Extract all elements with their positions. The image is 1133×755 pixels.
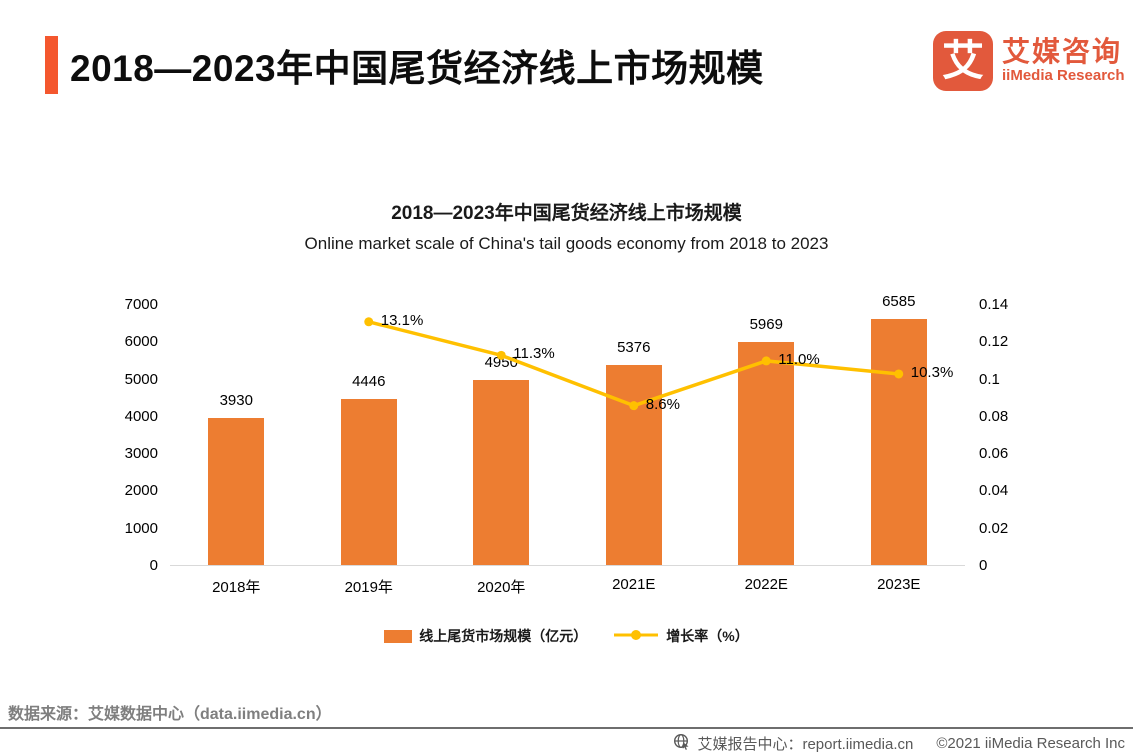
x-axis-label: 2020年: [477, 579, 526, 596]
x-axis-label: 2019年: [344, 579, 393, 596]
bar: [208, 418, 265, 565]
legend-item-bar: 线上尾货市场规模（亿元）: [384, 626, 587, 646]
bar-value-label: 6585: [882, 293, 916, 311]
logo-icon: 艾: [933, 31, 993, 91]
globe-icon: [673, 733, 690, 754]
title-accent-bar: [45, 36, 58, 94]
source-note: 数据来源：艾媒数据中心（data.iimedia.cn）: [8, 706, 332, 723]
bar-series-swatch: [384, 629, 413, 643]
growth-rate-label: 11.3%: [513, 345, 555, 363]
line-marker: [761, 356, 771, 366]
right-axis-tick: 0.14: [979, 296, 1009, 313]
bar-value-label: 5376: [617, 338, 651, 356]
right-axis-tick: 0.12: [979, 333, 1009, 351]
x-axis-label: 2023E: [877, 576, 921, 593]
logo-name-en: iiMedia Research: [1002, 66, 1125, 84]
left-axis-tick: 0: [149, 557, 158, 574]
left-axis-tick: 4000: [124, 407, 158, 425]
right-axis-tick: 0: [979, 557, 988, 574]
bar-value-label: 4446: [352, 373, 386, 391]
logo-name-cn: 艾媒咨询: [1002, 36, 1123, 68]
chart-title: 2018—2023年中国尾货经济线上市场规模: [391, 203, 742, 224]
left-axis-tick: 5000: [124, 370, 158, 388]
bar-value-label: 3930: [219, 392, 253, 410]
line-marker: [496, 350, 506, 360]
right-axis-tick: 0.06: [979, 445, 1009, 463]
brand-logo: 艾 艾媒咨询 iiMedia Research: [933, 31, 1125, 91]
x-axis-label: 2022E: [744, 576, 788, 593]
legend-item-line: 增长率（%）: [613, 626, 749, 646]
plot-area: 0 1000 2000 3000 4000 5000 6000 7000 0 0.02 0.04 0.…: [125, 293, 1009, 596]
bar-value-label: 5969: [749, 316, 783, 334]
line-series-label: 增长率（%）: [666, 628, 749, 644]
growth-rate-label: 11.0%: [778, 350, 820, 368]
report-center-link: 艾媒报告中心：report.iimedia.cn: [697, 736, 914, 753]
bar: [738, 342, 795, 565]
left-axis-tick: 2000: [124, 482, 158, 500]
right-axis-tick: 0.1: [979, 370, 1000, 388]
chart-legend: 线上尾货市场规模（亿元） 增长率（%）: [0, 626, 1133, 646]
x-axis-label: 2021E: [612, 576, 656, 593]
line-marker: [894, 369, 904, 379]
growth-rate-label: 10.3%: [910, 363, 954, 381]
logo-text: 艾媒咨询 iiMedia Research: [1002, 37, 1125, 84]
bar: [340, 399, 397, 565]
logo-mark-glyph: 艾: [941, 37, 984, 84]
footer: 艾媒报告中心：report.iimedia.cn ©2021 iiMedia R…: [673, 733, 1125, 754]
x-axis-label: 2018年: [212, 579, 261, 596]
bar: [473, 380, 530, 565]
chart-subtitle: Online market scale of China's tail good…: [304, 234, 829, 253]
left-axis-tick: 6000: [124, 333, 158, 351]
copyright-text: ©2021 iiMedia Research Inc: [936, 735, 1125, 752]
left-axis-tick: 3000: [124, 445, 158, 463]
left-axis-tick: 7000: [124, 296, 158, 313]
line-marker: [364, 317, 374, 327]
footer-divider: [0, 727, 1133, 729]
growth-rate-label: 13.1%: [380, 311, 424, 329]
bar-series-label: 线上尾货市场规模（亿元）: [419, 628, 588, 644]
line-series-swatch: [613, 628, 659, 644]
bar: [870, 319, 927, 565]
growth-line: [364, 317, 904, 411]
right-axis-tick: 0.04: [979, 482, 1009, 500]
right-axis-tick: 0.02: [979, 519, 1009, 537]
growth-rate-label: 8.6%: [645, 395, 680, 413]
left-axis-tick: 1000: [124, 519, 158, 537]
line-marker: [629, 401, 639, 411]
right-axis-tick: 0.08: [979, 407, 1009, 425]
page-title: 2018—2023年中国尾货经济线上市场规模: [70, 48, 764, 89]
